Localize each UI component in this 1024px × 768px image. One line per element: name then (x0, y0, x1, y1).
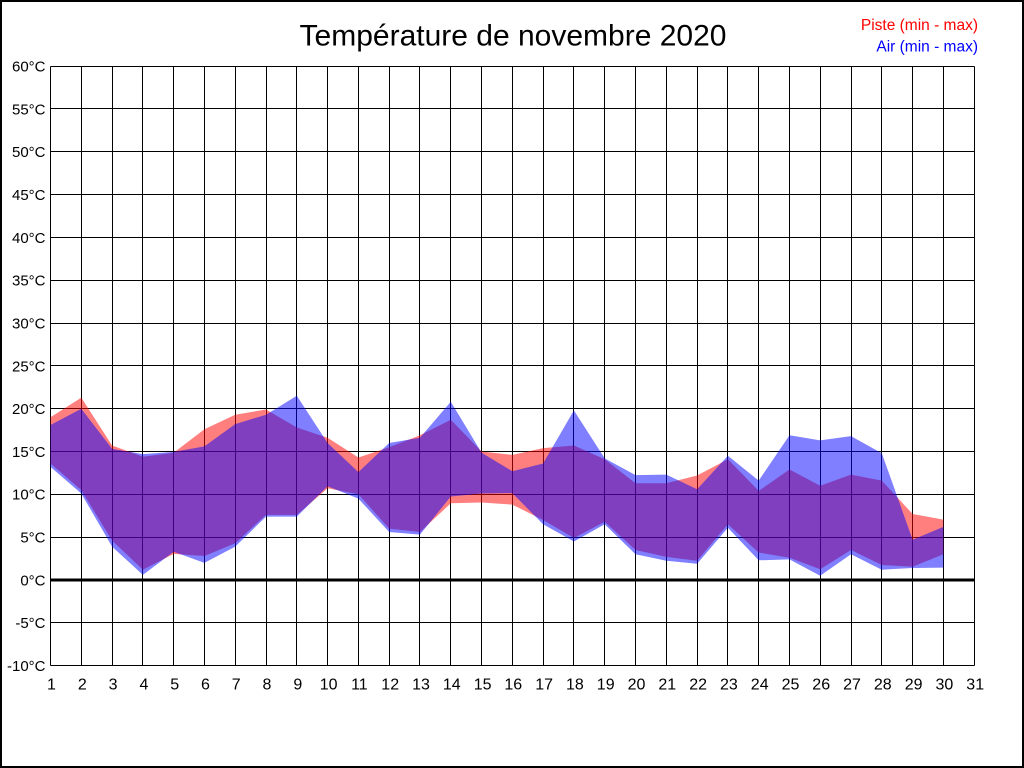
svg-text:Température de novembre 2020: Température de novembre 2020 (300, 19, 727, 52)
svg-text:20°C: 20°C (12, 401, 46, 418)
svg-text:13: 13 (412, 676, 430, 693)
svg-text:21: 21 (658, 676, 676, 693)
svg-text:1: 1 (47, 676, 56, 693)
svg-text:10: 10 (320, 676, 338, 693)
svg-text:24: 24 (751, 676, 769, 693)
svg-text:2: 2 (78, 676, 87, 693)
svg-text:8: 8 (263, 676, 272, 693)
svg-text:12: 12 (381, 676, 399, 693)
svg-text:15°C: 15°C (12, 444, 46, 461)
svg-text:7: 7 (232, 676, 241, 693)
svg-text:29: 29 (905, 676, 923, 693)
svg-text:4: 4 (139, 676, 148, 693)
svg-text:16: 16 (504, 676, 522, 693)
svg-text:31: 31 (966, 676, 984, 693)
svg-text:25°C: 25°C (12, 358, 46, 375)
svg-text:3: 3 (109, 676, 118, 693)
svg-text:0°C: 0°C (20, 572, 45, 589)
svg-text:15: 15 (474, 676, 492, 693)
svg-text:17: 17 (535, 676, 553, 693)
svg-text:28: 28 (874, 676, 892, 693)
svg-text:45°C: 45°C (12, 187, 46, 204)
svg-text:55°C: 55°C (12, 101, 46, 118)
svg-text:Piste (min - max): Piste (min - max) (861, 17, 978, 34)
svg-text:5: 5 (170, 676, 179, 693)
svg-text:35°C: 35°C (12, 273, 46, 290)
svg-text:30: 30 (936, 676, 954, 693)
svg-text:11: 11 (351, 676, 368, 693)
svg-text:-5°C: -5°C (15, 615, 45, 632)
svg-text:18: 18 (566, 676, 584, 693)
svg-text:30°C: 30°C (12, 315, 46, 332)
svg-text:Air (min - max): Air (min - max) (876, 39, 978, 56)
svg-text:20: 20 (628, 676, 646, 693)
svg-text:27: 27 (843, 676, 861, 693)
svg-text:10°C: 10°C (12, 487, 46, 504)
svg-text:19: 19 (597, 676, 615, 693)
svg-text:25: 25 (782, 676, 800, 693)
svg-text:60°C: 60°C (12, 59, 46, 76)
svg-text:26: 26 (812, 676, 830, 693)
svg-text:-10°C: -10°C (7, 658, 46, 675)
svg-text:23: 23 (720, 676, 738, 693)
svg-text:40°C: 40°C (12, 230, 46, 247)
svg-text:5°C: 5°C (20, 530, 45, 547)
svg-text:50°C: 50°C (12, 144, 46, 161)
svg-text:6: 6 (201, 676, 210, 693)
svg-text:14: 14 (443, 676, 461, 693)
svg-text:9: 9 (293, 676, 302, 693)
svg-text:22: 22 (689, 676, 707, 693)
